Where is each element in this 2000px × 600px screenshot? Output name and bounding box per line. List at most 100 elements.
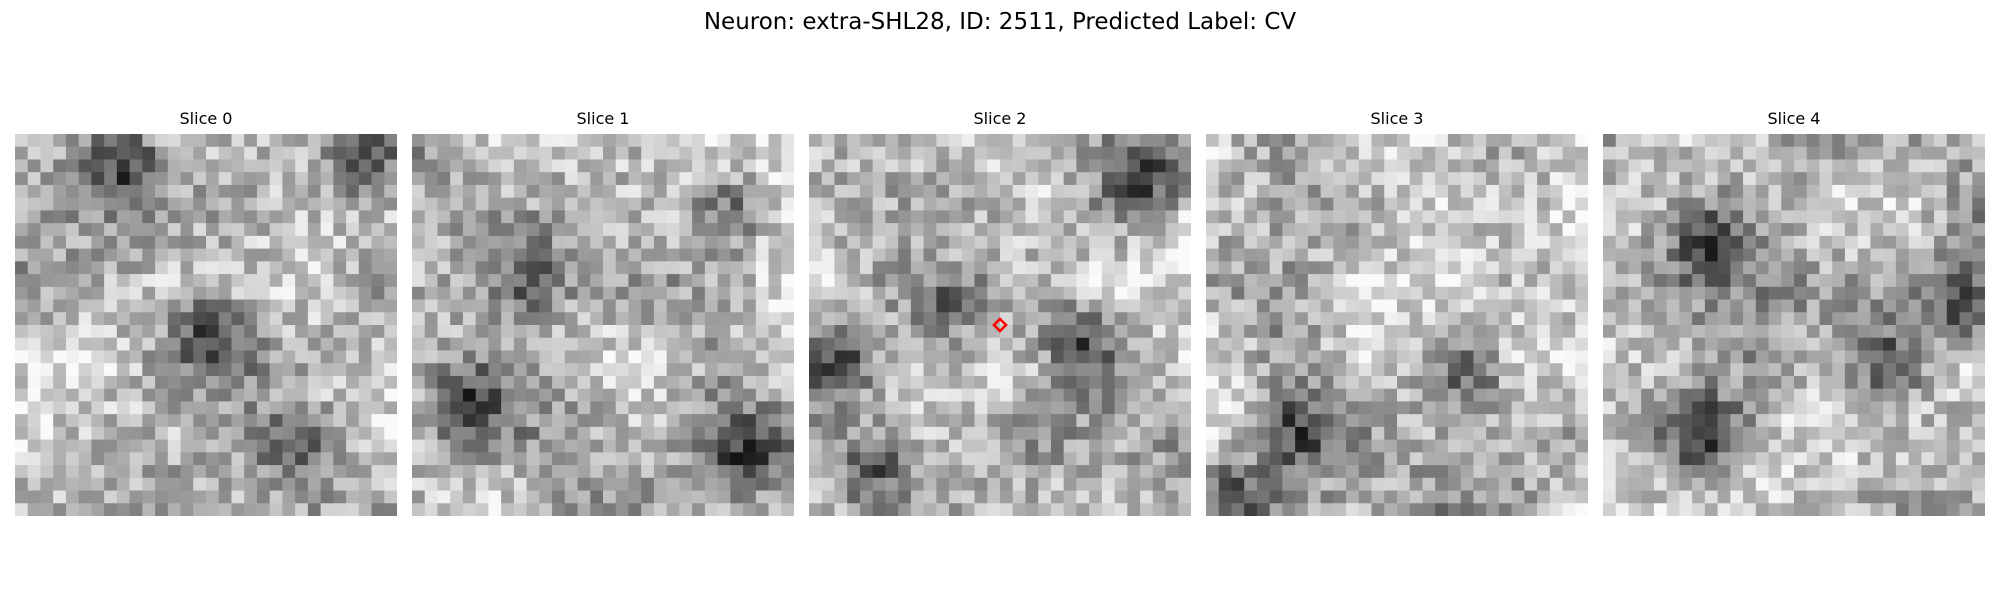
pixel-cell	[1755, 312, 1770, 326]
pixel-cell	[155, 146, 169, 161]
pixel-cell	[768, 248, 782, 262]
pixel-cell	[949, 248, 963, 262]
pixel-cell	[269, 235, 283, 250]
pixel-cell	[1704, 439, 1719, 453]
pixel-cell	[910, 337, 925, 352]
pixel-cell	[1473, 452, 1487, 466]
pixel-cell	[1447, 465, 1462, 479]
pixel-cell	[1397, 274, 1411, 288]
pixel-cell	[1050, 477, 1065, 492]
pixel-cell	[116, 426, 131, 441]
pixel-cell	[603, 426, 617, 441]
pixel-cell	[1768, 401, 1782, 415]
pixel-cell	[1704, 375, 1719, 390]
pixel-cell	[1409, 452, 1424, 466]
pixel-cell	[1114, 146, 1128, 161]
pixel-cell	[218, 325, 233, 339]
pixel-cell	[1140, 465, 1154, 479]
pixel-cell	[1549, 248, 1564, 262]
pixel-cell	[526, 414, 540, 428]
pixel-cell	[1692, 261, 1706, 275]
pixel-cell	[949, 350, 963, 364]
pixel-cell	[1575, 452, 1588, 466]
pixel-cell	[1178, 363, 1191, 377]
pixel-cell	[1603, 325, 1617, 339]
pixel-cell	[666, 490, 680, 504]
pixel-cell	[488, 210, 502, 224]
pixel-cell	[1231, 299, 1245, 313]
pixel-cell	[834, 439, 848, 453]
pixel-cell	[1089, 325, 1103, 339]
pixel-cell	[282, 134, 296, 148]
pixel-cell	[615, 426, 630, 441]
pixel-cell	[27, 375, 42, 390]
pixel-cell	[167, 426, 182, 441]
pixel-cell	[1165, 337, 1179, 352]
pixel-cell	[1717, 350, 1731, 364]
pixel-cell	[704, 261, 719, 275]
pixel-cell	[1908, 414, 1922, 428]
pixel-cell	[590, 503, 604, 516]
pixel-cell	[1921, 197, 1935, 211]
pixel-cell	[526, 159, 540, 173]
pixel-cell	[1114, 401, 1128, 415]
pixel-cell	[167, 325, 182, 339]
pixel-cell	[1089, 235, 1103, 250]
pixel-cell	[1050, 261, 1065, 275]
pixel-cell	[628, 503, 642, 516]
pixel-cell	[1486, 299, 1500, 313]
pixel-cell	[1895, 235, 1910, 250]
slice-title: Slice 1	[576, 109, 630, 128]
pixel-cell	[1473, 503, 1487, 516]
pixel-cell	[923, 159, 937, 173]
pixel-cell	[155, 223, 169, 237]
pixel-cell	[743, 197, 757, 211]
pixel-cell	[1333, 414, 1347, 428]
pixel-cell	[1076, 350, 1090, 364]
pixel-cell	[679, 248, 693, 262]
pixel-cell	[1152, 325, 1167, 339]
pixel-cell	[615, 439, 630, 453]
pixel-cell	[1127, 477, 1141, 492]
pixel-cell	[346, 325, 360, 339]
pixel-cell	[1537, 223, 1551, 237]
pixel-cell	[1844, 248, 1859, 262]
pixel-cell	[282, 426, 296, 441]
pixel-cell	[615, 146, 630, 161]
pixel-cell	[1781, 197, 1795, 211]
pixel-cell	[1704, 325, 1719, 339]
pixel-cell	[295, 477, 309, 492]
pixel-cell	[1549, 401, 1564, 415]
pixel-cell	[1692, 312, 1706, 326]
pixel-cell	[256, 490, 271, 504]
pixel-cell	[1908, 503, 1922, 516]
pixel-cell	[1000, 210, 1014, 224]
pixel-cell	[1038, 350, 1052, 364]
pixel-cell	[1244, 134, 1258, 148]
pixel-cell	[1101, 337, 1116, 352]
pixel-cell	[206, 312, 220, 326]
pixel-cell	[513, 223, 528, 237]
pixel-cell	[1076, 299, 1090, 313]
pixel-cell	[1101, 452, 1116, 466]
pixel-cell	[1050, 172, 1065, 186]
pixel-cell	[1666, 439, 1680, 453]
pixel-cell	[1575, 210, 1588, 224]
pixel-cell	[116, 184, 131, 199]
pixel-cell	[859, 248, 874, 262]
pixel-cell	[1152, 134, 1167, 148]
pixel-cell	[450, 363, 464, 377]
pixel-cell	[1883, 146, 1897, 161]
pixel-cell	[1679, 134, 1693, 148]
pixel-cell	[1127, 452, 1141, 466]
pixel-cell	[1244, 146, 1258, 161]
pixel-cell	[1628, 172, 1642, 186]
pixel-cell	[1231, 274, 1245, 288]
pixel-cell	[923, 439, 937, 453]
pixel-cell	[1295, 184, 1309, 199]
pixel-cell	[501, 146, 515, 161]
pixel-cell	[1333, 465, 1347, 479]
pixel-cell	[653, 210, 668, 224]
pixel-cell	[834, 375, 848, 390]
pixel-cell	[1063, 159, 1077, 173]
